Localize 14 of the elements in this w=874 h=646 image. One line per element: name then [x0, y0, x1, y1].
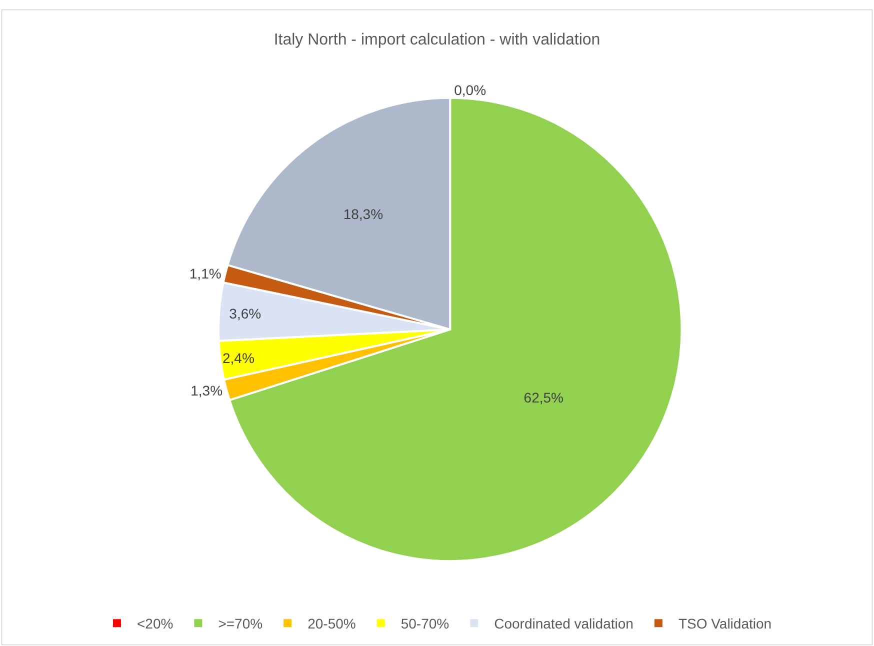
legend-label: Coordinated validation: [494, 616, 634, 632]
data-label: 3,6%: [229, 306, 262, 322]
legend-label: <20%: [137, 616, 174, 632]
legend-label: >=70%: [218, 616, 263, 632]
data-label: 2,4%: [222, 350, 254, 366]
chart-title: Italy North - import calculation - with validation: [274, 31, 600, 48]
text: 0,0%: [454, 82, 486, 98]
legend-label: 50-70%: [400, 616, 450, 632]
legend-label: 20-50%: [308, 616, 356, 632]
legend-label: TSO Validation: [678, 616, 772, 632]
data-label: 1,1%: [189, 265, 222, 282]
data-label: 18,3%: [343, 206, 384, 222]
data-label: 1,3%: [190, 382, 223, 398]
data-label: 62,5%: [524, 390, 564, 406]
